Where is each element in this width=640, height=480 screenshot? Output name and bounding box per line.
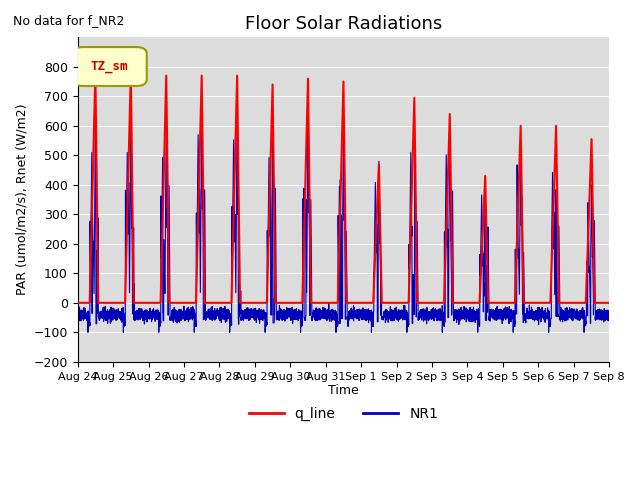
NR1 [477, 215, 485, 220]
Y-axis label: PAR (umol/m2/s), Rnet (W/m2): PAR (umol/m2/s), Rnet (W/m2) [15, 104, 28, 295]
NR1 [198, 102, 205, 108]
Title: Floor Solar Radiations: Floor Solar Radiations [244, 15, 442, 33]
NR1 [605, 310, 613, 315]
q_line [92, 70, 99, 76]
NR1 [326, 315, 333, 321]
FancyBboxPatch shape [72, 47, 147, 86]
Text: TZ_sm: TZ_sm [91, 60, 128, 73]
q_line [605, 300, 613, 306]
q_line [255, 300, 262, 306]
NR1 [577, 314, 584, 320]
Line: NR1: NR1 [77, 105, 609, 332]
q_line [477, 262, 485, 268]
NR1 [84, 329, 92, 335]
q_line [577, 300, 584, 306]
q_line [74, 300, 81, 306]
q_line [583, 270, 591, 276]
NR1 [583, 258, 591, 264]
Line: q_line: q_line [77, 73, 609, 303]
Text: No data for f_NR2: No data for f_NR2 [13, 14, 124, 27]
q_line [463, 300, 470, 306]
q_line [326, 300, 333, 306]
Legend: q_line, NR1: q_line, NR1 [243, 401, 444, 426]
NR1 [255, 313, 262, 319]
X-axis label: Time: Time [328, 384, 359, 397]
NR1 [463, 311, 470, 316]
NR1 [74, 314, 81, 320]
